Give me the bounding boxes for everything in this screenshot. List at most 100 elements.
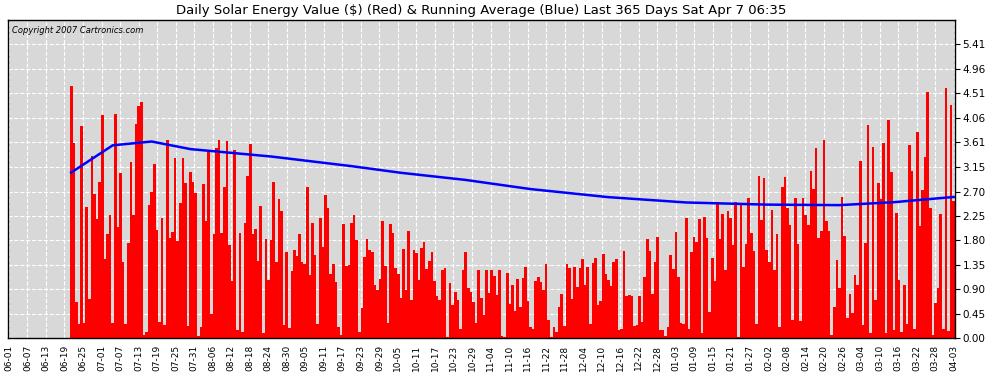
- Bar: [197, 336, 200, 338]
- Bar: [106, 234, 109, 338]
- Bar: [163, 325, 166, 338]
- Bar: [688, 328, 690, 338]
- Bar: [563, 326, 565, 338]
- Bar: [371, 252, 373, 338]
- Bar: [254, 228, 256, 338]
- Bar: [397, 274, 400, 338]
- Bar: [83, 322, 85, 338]
- Bar: [927, 92, 929, 338]
- Title: Daily Solar Energy Value ($) (Red) & Running Average (Blue) Last 365 Days Sat Ap: Daily Solar Energy Value ($) (Red) & Run…: [176, 4, 786, 17]
- Bar: [101, 116, 104, 338]
- Bar: [885, 333, 887, 338]
- Bar: [200, 327, 202, 338]
- Bar: [682, 324, 685, 338]
- Bar: [249, 144, 251, 338]
- Bar: [791, 320, 794, 338]
- Bar: [472, 302, 475, 338]
- Bar: [269, 240, 272, 338]
- Bar: [202, 184, 205, 338]
- Bar: [283, 325, 285, 338]
- Bar: [628, 295, 631, 338]
- Bar: [208, 152, 210, 338]
- Bar: [947, 331, 949, 338]
- Bar: [636, 325, 639, 338]
- Bar: [352, 215, 355, 338]
- Bar: [187, 326, 189, 338]
- Bar: [589, 324, 592, 338]
- Bar: [288, 328, 290, 338]
- Bar: [932, 335, 935, 338]
- Bar: [394, 268, 397, 338]
- Bar: [91, 156, 93, 338]
- Bar: [763, 178, 765, 338]
- Bar: [239, 233, 242, 338]
- Bar: [677, 277, 680, 338]
- Bar: [75, 303, 77, 338]
- Bar: [444, 268, 446, 338]
- Bar: [415, 253, 418, 338]
- Bar: [304, 264, 306, 338]
- Bar: [661, 330, 664, 338]
- Bar: [138, 106, 140, 338]
- Bar: [674, 232, 677, 338]
- Bar: [908, 145, 911, 338]
- Bar: [109, 215, 112, 338]
- Bar: [547, 320, 550, 338]
- Bar: [330, 274, 332, 338]
- Bar: [171, 232, 173, 338]
- Bar: [552, 327, 555, 338]
- Bar: [150, 192, 153, 338]
- Bar: [293, 250, 296, 338]
- Bar: [189, 172, 192, 338]
- Bar: [215, 148, 218, 338]
- Bar: [610, 286, 613, 338]
- Bar: [496, 296, 498, 338]
- Bar: [607, 280, 610, 338]
- Bar: [866, 125, 869, 338]
- Bar: [244, 222, 247, 338]
- Bar: [436, 297, 439, 338]
- Bar: [646, 239, 648, 338]
- Bar: [573, 267, 576, 338]
- Bar: [544, 264, 547, 338]
- Bar: [298, 234, 301, 338]
- Bar: [810, 171, 812, 338]
- Bar: [882, 143, 885, 338]
- Bar: [194, 193, 197, 338]
- Bar: [749, 233, 752, 338]
- Bar: [498, 270, 501, 338]
- Bar: [459, 329, 461, 338]
- Bar: [482, 315, 485, 338]
- Bar: [467, 288, 469, 338]
- Bar: [168, 238, 171, 338]
- Bar: [714, 281, 716, 338]
- Bar: [119, 173, 122, 338]
- Bar: [903, 285, 906, 338]
- Bar: [848, 294, 851, 338]
- Bar: [80, 126, 83, 338]
- Bar: [365, 239, 368, 338]
- Bar: [405, 291, 407, 338]
- Bar: [493, 276, 496, 338]
- Bar: [669, 255, 672, 338]
- Bar: [226, 141, 229, 338]
- Bar: [586, 267, 589, 338]
- Bar: [869, 333, 872, 338]
- Bar: [428, 261, 431, 338]
- Bar: [347, 266, 350, 338]
- Bar: [322, 247, 325, 338]
- Bar: [773, 270, 776, 338]
- Bar: [924, 157, 927, 338]
- Bar: [130, 162, 133, 338]
- Bar: [290, 272, 293, 338]
- Bar: [223, 187, 226, 338]
- Bar: [490, 270, 493, 338]
- Bar: [653, 262, 656, 338]
- Bar: [620, 329, 623, 338]
- Bar: [880, 199, 882, 338]
- Bar: [784, 177, 786, 338]
- Bar: [641, 322, 644, 338]
- Bar: [530, 327, 532, 338]
- Bar: [205, 221, 208, 338]
- Bar: [506, 273, 509, 338]
